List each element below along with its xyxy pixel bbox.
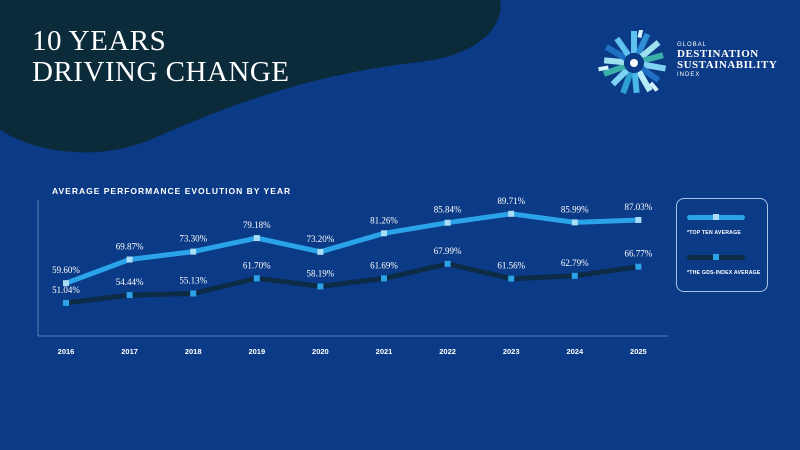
series-top-ten-data-label: 73.30% xyxy=(179,234,207,244)
series-gds-average-point xyxy=(508,275,515,282)
series-top-ten-point xyxy=(571,219,578,226)
label-layer: 59.60% 69.87% 73.30% 79.18% 73.20% 81.26% 85.8… xyxy=(52,196,653,295)
series-gds-average-data-label: 51.04% xyxy=(52,285,80,295)
chart-title: AVERAGE PERFORMANCE EVOLUTION BY YEAR xyxy=(52,186,292,196)
title-line-1: 10 YEARS xyxy=(32,25,167,57)
series-top-ten-point xyxy=(317,248,324,255)
series-gds-average-data-label: 62.79% xyxy=(561,258,589,268)
series-gds-average-point xyxy=(126,292,133,299)
series-top-ten-data-label: 69.87% xyxy=(116,242,144,252)
series-top-ten-point xyxy=(190,248,197,255)
series-gds-average-point xyxy=(571,272,578,279)
series-gds-average-point xyxy=(444,260,451,267)
x-tick-label: 2022 xyxy=(439,347,456,356)
series-gds-average-point xyxy=(635,263,642,270)
series-top-ten-data-label: 87.03% xyxy=(625,202,653,212)
x-tick-label: 2018 xyxy=(185,347,202,356)
series-gds-average-data-label: 61.69% xyxy=(370,260,398,270)
series-top-ten-data-label: 59.60% xyxy=(52,265,80,275)
x-tick-label: 2023 xyxy=(503,347,520,356)
axis-layer: 2016 2017 2018 2019 2020 2021 2022 2023 2024 2025 xyxy=(37,200,668,356)
series-top-ten-point xyxy=(63,280,69,287)
logo-wordmark: GLOBAL DESTINATION SUSTAINABILITY INDEX xyxy=(677,41,777,79)
legend-top-ten-line xyxy=(687,214,745,220)
series-top-ten-point xyxy=(635,216,642,223)
x-tick-label: 2021 xyxy=(376,347,393,356)
series-top-ten-data-label: 85.99% xyxy=(561,204,589,214)
legend-top-ten-marker xyxy=(713,214,719,220)
series-top-ten-point xyxy=(126,256,133,263)
series-top-ten-data-label: 85.84% xyxy=(434,205,462,215)
title-line-2: DRIVING CHANGE xyxy=(32,56,290,88)
legend-top-ten-label: *TOP TEN AVERAGE xyxy=(687,230,742,236)
series-gds-average-data-label: 55.13% xyxy=(179,275,207,285)
legend-gds-line xyxy=(687,254,745,260)
series-gds-average-point xyxy=(317,283,324,290)
series-top-ten-data-label: 81.26% xyxy=(370,215,398,225)
logo-line-1: GLOBAL xyxy=(677,42,708,48)
series-top-ten-point xyxy=(381,230,387,237)
x-tick-label: 2025 xyxy=(630,347,647,356)
logo-line-3: SUSTAINABILITY xyxy=(677,59,778,71)
legend-gds-marker xyxy=(713,254,719,260)
header-shape xyxy=(0,0,501,153)
legend-gds-label: *THE GDS-INDEX AVERAGE xyxy=(687,270,761,276)
series-top-ten-point xyxy=(444,219,451,226)
series-top-ten-data-label: 73.20% xyxy=(307,234,335,244)
series-gds-average-point xyxy=(253,275,260,282)
series-gds-average-data-label: 66.77% xyxy=(625,249,653,259)
series-gds-average-data-label: 67.99% xyxy=(434,246,462,256)
series-top-ten-line xyxy=(63,211,641,286)
series-gds-average-data-label: 61.56% xyxy=(497,261,525,271)
chart-legend: *TOP TEN AVERAGE *THE GDS-INDEX AVERAGE xyxy=(676,198,768,292)
gdsi-logo-icon xyxy=(598,30,667,95)
series-top-ten-point xyxy=(253,235,260,242)
x-tick-label: 2016 xyxy=(58,347,75,356)
logo-line-4: INDEX xyxy=(677,72,701,78)
series-gds-average-line xyxy=(63,261,641,306)
series-gds-average-point xyxy=(381,275,387,282)
series-top-ten-data-label: 79.18% xyxy=(243,220,271,230)
x-tick-label: 2019 xyxy=(248,347,265,356)
series-layer xyxy=(63,210,642,306)
series-gds-average-data-label: 54.44% xyxy=(116,277,144,287)
page-title: 10 YEARS DRIVING CHANGE xyxy=(32,26,290,88)
series-top-ten-point xyxy=(508,210,515,217)
series-gds-average-data-label: 61.70% xyxy=(243,260,271,270)
x-tick-label: 2024 xyxy=(566,347,584,356)
series-gds-average-point xyxy=(63,299,69,306)
x-tick-label: 2020 xyxy=(312,347,329,356)
series-gds-average-data-label: 58.19% xyxy=(307,268,335,278)
series-top-ten-data-label: 89.71% xyxy=(497,196,525,206)
logo-line-2: DESTINATION xyxy=(677,48,759,60)
series-gds-average-point xyxy=(190,290,197,297)
x-tick-label: 2017 xyxy=(121,347,138,356)
